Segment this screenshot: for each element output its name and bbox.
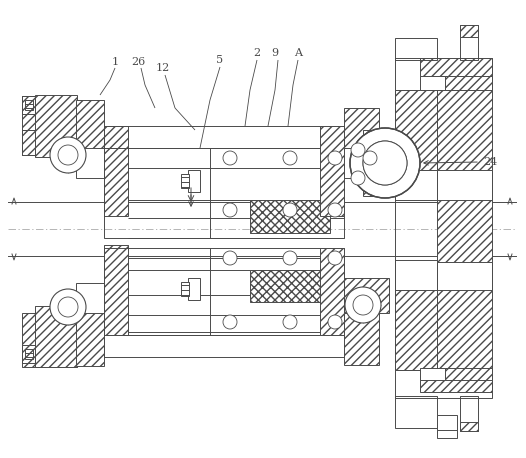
Circle shape (283, 315, 297, 329)
Circle shape (328, 203, 342, 217)
Bar (181, 174, 189, 188)
Bar (104, 126, 128, 216)
Text: A: A (294, 48, 302, 58)
Bar (395, 58, 492, 90)
Bar (460, 25, 478, 60)
Circle shape (223, 203, 237, 217)
Bar (395, 260, 437, 290)
Circle shape (223, 151, 237, 165)
Circle shape (223, 315, 237, 329)
Text: 24: 24 (483, 157, 497, 167)
Bar (35, 95, 77, 157)
Bar (25, 349, 33, 359)
Bar (320, 126, 344, 216)
Bar (188, 278, 200, 300)
Bar (22, 96, 36, 114)
Text: 2: 2 (254, 48, 260, 58)
Bar (344, 295, 379, 365)
Circle shape (345, 287, 381, 323)
Bar (460, 25, 478, 37)
Bar (104, 126, 344, 148)
Bar (395, 290, 437, 370)
Bar (420, 376, 492, 392)
Bar (420, 368, 445, 380)
Circle shape (350, 128, 420, 198)
Circle shape (223, 251, 237, 265)
Circle shape (353, 295, 373, 315)
Bar (104, 248, 344, 335)
Bar (35, 306, 77, 367)
Bar (22, 130, 77, 155)
Text: 26: 26 (131, 57, 145, 67)
Bar (76, 303, 104, 366)
Circle shape (363, 141, 407, 185)
Bar (344, 148, 379, 178)
Circle shape (328, 251, 342, 265)
Bar (445, 76, 492, 90)
Bar (395, 370, 492, 398)
Circle shape (328, 151, 342, 165)
Bar (22, 345, 36, 363)
Bar (437, 170, 492, 200)
Bar (76, 148, 104, 178)
Circle shape (328, 315, 342, 329)
Bar (250, 270, 330, 302)
Bar (437, 75, 492, 380)
Bar (76, 100, 104, 160)
Bar (445, 368, 492, 380)
Bar (395, 90, 475, 370)
Bar (395, 38, 437, 60)
Bar (395, 396, 437, 428)
Circle shape (363, 141, 407, 185)
Bar (437, 430, 457, 438)
Text: 1: 1 (112, 57, 118, 67)
Bar (420, 76, 445, 90)
Circle shape (58, 145, 78, 165)
Bar (460, 396, 478, 431)
Bar (437, 415, 457, 433)
Bar (104, 245, 128, 335)
Text: 9: 9 (271, 48, 279, 58)
Bar (25, 100, 33, 110)
Circle shape (50, 289, 86, 325)
Bar (320, 248, 344, 335)
Bar (76, 283, 104, 313)
Bar (188, 170, 200, 192)
Bar (420, 58, 492, 76)
Circle shape (50, 137, 86, 173)
Bar (437, 262, 492, 290)
Bar (363, 130, 407, 196)
Bar (395, 170, 437, 200)
Bar (22, 313, 77, 367)
Bar (344, 285, 379, 310)
Bar (181, 282, 189, 296)
Circle shape (351, 171, 365, 185)
Bar (104, 148, 344, 238)
Bar (344, 278, 389, 313)
Circle shape (351, 143, 365, 157)
Circle shape (58, 297, 78, 317)
Text: 12: 12 (156, 63, 170, 73)
Bar (104, 335, 344, 357)
Circle shape (283, 203, 297, 217)
Text: 5: 5 (216, 55, 224, 65)
Circle shape (283, 251, 297, 265)
Bar (344, 108, 379, 168)
Bar (395, 90, 437, 170)
Bar (22, 96, 77, 146)
Circle shape (283, 151, 297, 165)
Bar (460, 422, 478, 431)
Circle shape (363, 151, 377, 165)
Bar (22, 130, 77, 155)
Bar (250, 200, 330, 233)
